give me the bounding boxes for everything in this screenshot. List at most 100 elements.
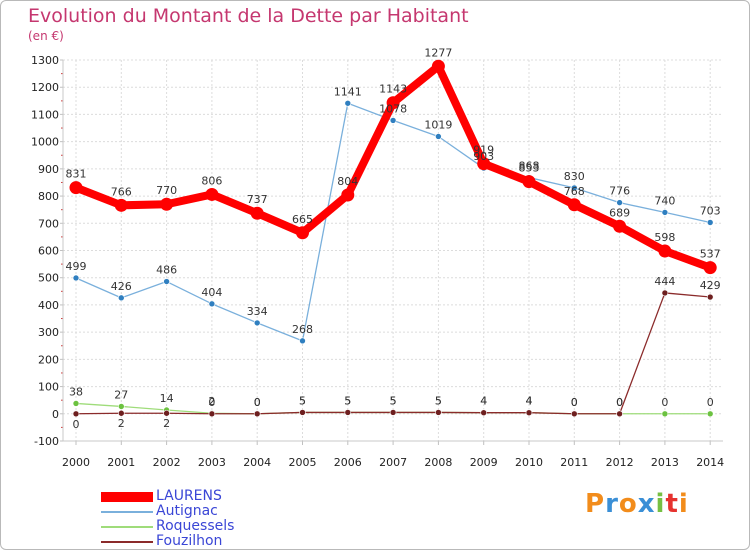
- data-label-fouzilhon: 4: [480, 395, 487, 408]
- data-point-laurens: [431, 59, 445, 73]
- data-label-laurens: 665: [292, 213, 313, 226]
- data-label-laurens: 806: [201, 174, 222, 187]
- x-tick-label: 2007: [379, 456, 407, 469]
- data-label-laurens: 1143: [379, 83, 407, 96]
- y-tick-label: 700: [38, 217, 59, 230]
- data-label-fouzilhon: 5: [390, 394, 397, 407]
- x-tick-label: 2011: [560, 456, 588, 469]
- data-point-laurens: [477, 157, 491, 171]
- data-label-roquessels: 0: [707, 396, 714, 409]
- data-label-laurens: 853: [519, 162, 540, 175]
- axes: -100010020030040050060070080090010001100…: [31, 54, 724, 469]
- x-tick-label: 2006: [334, 456, 362, 469]
- y-tick-label: 600: [38, 245, 59, 258]
- data-label-fouzilhon: 5: [299, 394, 306, 407]
- x-tick-label: 2013: [651, 456, 679, 469]
- data-label-laurens: 689: [609, 206, 630, 219]
- data-label-fouzilhon: 5: [435, 394, 442, 407]
- chart-title: Evolution du Montant de la Dette par Hab…: [28, 5, 469, 27]
- y-tick-label: 300: [38, 326, 59, 339]
- data-point-autignac: [118, 294, 125, 302]
- legend-label-laurens: LAURENS: [156, 488, 222, 504]
- data-label-fouzilhon: 2: [118, 417, 125, 430]
- series-lines: [69, 59, 717, 418]
- y-tick-label: 400: [38, 299, 59, 312]
- x-tick-label: 2012: [606, 456, 634, 469]
- data-point-autignac: [706, 219, 714, 226]
- data-label-autignac: 830: [564, 170, 585, 183]
- brand-letter: i: [655, 489, 666, 519]
- data-point-laurens: [658, 244, 672, 258]
- data-label-laurens: 537: [700, 248, 721, 261]
- data-label-autignac: 776: [609, 185, 630, 198]
- legend-swatch-laurens: [101, 492, 153, 502]
- data-label-roquessels: 5: [344, 394, 351, 407]
- data-point-fouzilhon: [570, 410, 578, 418]
- data-label-roquessels: 5: [435, 394, 442, 407]
- data-point-laurens: [567, 198, 581, 212]
- data-label-laurens: 831: [66, 168, 87, 181]
- y-tick-label: 100: [38, 381, 59, 394]
- data-label-fouzilhon: 2: [163, 417, 170, 430]
- data-label-laurens: 768: [564, 185, 585, 198]
- data-point-autignac: [661, 209, 669, 216]
- data-point-laurens: [250, 206, 264, 220]
- data-point-fouzilhon: [435, 409, 442, 416]
- x-tick-label: 2001: [107, 456, 135, 469]
- x-tick-label: 2002: [153, 456, 181, 469]
- data-point-autignac: [616, 199, 623, 206]
- data-point-fouzilhon: [389, 409, 397, 416]
- data-point-laurens: [613, 219, 627, 233]
- y-tick-label: 1000: [31, 136, 59, 149]
- data-point-roquessels: [72, 400, 80, 407]
- legend-label-autignac: Autignac: [156, 503, 218, 519]
- y-tick-label: 1100: [31, 108, 59, 121]
- data-point-fouzilhon: [208, 410, 216, 418]
- data-label-autignac: 1078: [379, 102, 407, 115]
- data-point-fouzilhon: [661, 289, 669, 297]
- data-label-autignac: 903: [473, 150, 494, 163]
- data-label-autignac: 1141: [334, 85, 362, 98]
- data-labels: 4994264864043342681141107810199038688307…: [66, 46, 721, 431]
- data-point-laurens: [386, 96, 400, 110]
- data-label-laurens: 919: [473, 144, 494, 157]
- x-tick-label: 2009: [470, 456, 498, 469]
- data-label-laurens: 737: [247, 193, 268, 206]
- data-point-laurens: [703, 261, 717, 275]
- data-label-autignac: 334: [247, 305, 268, 318]
- x-tick-label: 2000: [62, 456, 90, 469]
- data-label-roquessels: 4: [526, 395, 533, 408]
- data-point-fouzilhon: [706, 293, 714, 301]
- data-point-fouzilhon: [118, 409, 125, 417]
- data-label-laurens: 804: [337, 175, 358, 188]
- data-label-fouzilhon: 0: [73, 418, 80, 431]
- data-label-laurens: 598: [654, 231, 675, 244]
- data-point-autignac: [299, 337, 306, 345]
- data-label-autignac: 740: [654, 194, 675, 207]
- data-label-roquessels: 5: [299, 394, 306, 407]
- data-label-autignac: 1019: [424, 118, 452, 131]
- data-point-laurens: [160, 197, 174, 211]
- data-label-roquessels: 4: [480, 395, 487, 408]
- y-tick-label: 800: [38, 190, 59, 203]
- x-tick-label: 2004: [243, 456, 271, 469]
- data-label-roquessels: 2: [208, 395, 215, 408]
- data-point-autignac: [435, 133, 442, 140]
- data-label-roquessels: 0: [571, 396, 578, 409]
- data-point-autignac: [570, 184, 578, 192]
- data-label-autignac: 703: [700, 204, 721, 217]
- data-point-autignac: [344, 99, 352, 107]
- legend-swatch-autignac: [101, 511, 153, 513]
- data-label-roquessels: 5: [390, 394, 397, 407]
- data-point-laurens: [114, 198, 128, 212]
- data-point-autignac: [163, 278, 170, 285]
- legend-label-roquessels: Roquessels: [156, 518, 235, 534]
- data-label-autignac: 486: [156, 264, 177, 277]
- data-label-autignac: 268: [292, 323, 313, 336]
- data-label-autignac: 404: [201, 286, 222, 299]
- data-label-fouzilhon: 429: [700, 279, 721, 292]
- data-point-roquessels: [661, 410, 669, 418]
- brand-letter: x: [637, 489, 656, 519]
- x-tick-label: 2005: [289, 456, 317, 469]
